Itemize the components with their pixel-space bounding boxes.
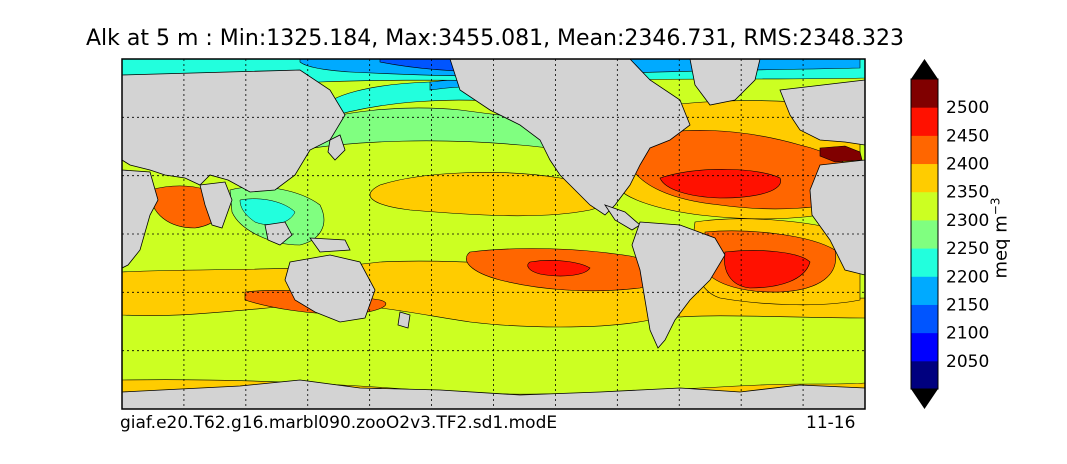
land-new-guinea <box>309 237 351 253</box>
land-greenland <box>689 59 761 106</box>
land-eurasia-west <box>122 69 346 193</box>
land-india <box>199 181 233 229</box>
north-atlantic-2450 <box>659 169 781 199</box>
land-europe <box>779 79 865 146</box>
units-exponent: −3 <box>988 197 1003 216</box>
map-field <box>122 59 865 409</box>
north-pacific-2350 <box>369 172 610 217</box>
colorbar-frame <box>910 78 939 390</box>
colorbar-tick-label: 2050 <box>946 352 989 372</box>
land-africa-west <box>809 159 865 276</box>
colorbar-extend-min <box>911 389 938 409</box>
colorbar-tick-label: 2150 <box>946 295 989 315</box>
colorbar-tick-label: 2100 <box>946 324 989 344</box>
map-frame <box>121 58 866 410</box>
colorbar-segment <box>911 304 938 334</box>
land-africa-east <box>122 169 159 269</box>
colorbar-segment <box>911 163 938 193</box>
case-name-label: giaf.e20.T62.g16.marbl090.zooO2v3.TF2.sd… <box>120 413 558 433</box>
land-japan <box>327 134 346 161</box>
colorbar-segment <box>911 107 938 136</box>
colorbar-segment <box>911 79 938 108</box>
colorbar-segment <box>911 276 938 305</box>
colorbar-tick-label: 2250 <box>946 239 989 259</box>
colorbar-segment <box>911 332 938 362</box>
colorbar-tick-label: 2300 <box>946 211 989 231</box>
land-new-zealand <box>397 311 411 329</box>
south-atlantic-2450 <box>724 250 811 289</box>
colorbar-units: meq m−3 <box>989 198 1012 279</box>
colorbar: 2050 2100 2150 2200 2250 2300 2350 2400 2450 2500 <box>910 59 989 409</box>
colorbar-segment <box>911 248 938 277</box>
colorbar-tick-label: 2350 <box>946 183 989 203</box>
gridlines <box>122 59 865 409</box>
units-text: meq m <box>990 215 1012 279</box>
colorbar-tick-label: 2450 <box>946 126 989 146</box>
colorbar-tick-label: 2400 <box>946 155 989 175</box>
land-central-america <box>604 204 641 231</box>
colorbar-segment <box>911 135 938 165</box>
years-label: 11-16 <box>806 413 856 433</box>
land-south-america <box>631 221 726 349</box>
colorbar-segment <box>911 191 938 221</box>
land-borneo <box>264 221 293 246</box>
colorbar-extend-max <box>911 59 938 79</box>
colorbar-tick-label: 2500 <box>946 98 989 118</box>
colorbar-segment <box>911 360 938 390</box>
colorbar-segment <box>911 219 938 249</box>
chart-title: Alk at 5 m : Min:1325.184, Max:3455.081,… <box>85 26 904 51</box>
eq-pacific-2450 <box>527 260 591 277</box>
colorbar-tick-label: 2200 <box>946 267 989 287</box>
